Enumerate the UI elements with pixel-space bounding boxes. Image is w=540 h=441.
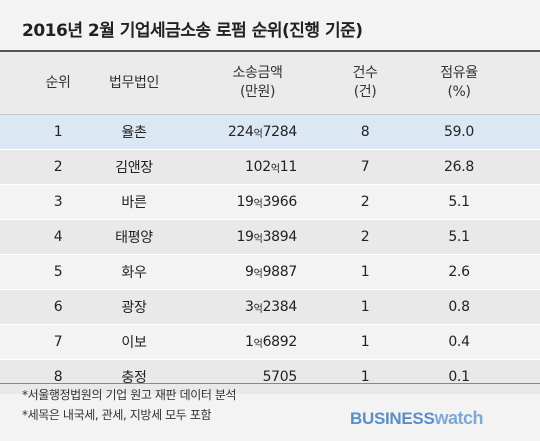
cell-count: 1 [360,264,370,280]
table-bottom-divider [0,383,540,384]
cell-share: 59.0 [444,124,474,140]
amount-man: 11 [279,159,298,175]
amount-unit: 억 [253,303,263,315]
header-count: 건수 (건) [330,52,400,114]
header-amount: 소송금액 (만원) [205,52,310,114]
page-title: 2016년 2월 기업세금소송 로펌 순위(진행 기준) [22,21,363,41]
amount-eok: 3 [245,299,254,315]
cell-firm: 김앤장 [115,160,153,176]
table-row: 5 화우 9 억 9887 1 2.6 [0,254,540,289]
table-row: 2 김앤장 102 억 11 7 26.8 [0,149,540,184]
cell-count: 1 [360,369,370,385]
cell-share: 0.8 [448,299,470,315]
cell-amount: 9 억 9887 [205,255,297,289]
header-rank: 순위 [30,52,86,114]
cell-rank: 7 [53,334,63,350]
cell-count: 2 [360,194,370,210]
cell-firm: 화우 [121,265,147,281]
cell-share: 0.1 [448,369,470,385]
header-count-label: 건수 [352,65,378,82]
cell-share: 2.6 [448,264,470,280]
header-rank-label: 순위 [45,74,71,91]
cell-amount: 5705 [205,360,298,394]
footnote-source: *서울행정법원의 기업 원고 재판 데이터 분석 [22,388,237,402]
amount-unit: 억 [253,268,263,280]
table-row: 6 광장 3 억 2384 1 0.8 [0,289,540,324]
table-row: 4 태평양 19 억 3894 2 5.1 [0,219,540,254]
header-firm-label: 법무법인 [109,74,159,91]
amount-eok: 19 [236,194,254,210]
cell-count: 1 [360,299,370,315]
header-firm: 법무법인 [90,52,178,114]
amount-unit: 억 [253,233,263,245]
cell-count: 8 [360,124,370,140]
logo-business: BUSINESS [350,409,435,428]
cell-rank: 6 [53,299,63,315]
cell-rank: 5 [53,264,63,280]
amount-eok: 1 [245,334,254,350]
amount-eok: 224 [227,124,254,140]
ranking-table: 순위 법무법인 소송금액 (만원) 건수 (건) 점유율 (%) 1 율촌 22… [0,50,540,394]
header-share-label: 점유율 [440,65,478,82]
amount-man: 6892 [262,334,298,350]
cell-rank: 8 [53,369,63,385]
amount-unit: 억 [253,198,263,210]
cell-amount: 3 억 2384 [205,290,297,324]
header-amount-unit: (만원) [239,84,276,100]
amount-unit: 억 [270,163,280,175]
table-header: 순위 법무법인 소송금액 (만원) 건수 (건) 점유율 (%) [0,50,540,114]
amount-man: 7284 [262,124,298,140]
logo-watch: watch [434,408,484,428]
cell-share: 26.8 [444,159,474,175]
amount-unit: 억 [253,338,263,350]
cell-count: 1 [360,334,370,350]
cell-firm: 충정 [121,370,147,386]
cell-rank: 4 [53,229,63,245]
businesswatch-logo: BUSINESS watch [350,408,484,429]
table-row: 3 바른 19 억 3966 2 5.1 [0,184,540,219]
amount-man: 3966 [262,194,298,210]
cell-firm: 이보 [121,335,147,351]
cell-amount: 19 억 3966 [205,185,297,219]
footnotes: *서울행정법원의 기업 원고 재판 데이터 분석 *세목은 내국세, 관세, 지… [22,385,237,425]
amount-man: 9887 [262,264,298,280]
amount-eok: 19 [236,229,254,245]
table-body: 1 율촌 224 억 7284 8 59.0 2 김앤장 102 억 11 7 26.8… [0,114,540,394]
amount-man: 3894 [262,229,298,245]
header-share: 점유율 (%) [422,52,496,114]
amount-unit: 억 [253,128,263,140]
cell-amount: 102 억 11 [205,150,297,184]
amount-eok: 9 [245,264,254,280]
cell-share: 0.4 [448,334,470,350]
cell-amount: 1 억 6892 [205,325,297,359]
header-count-unit: (건) [353,84,377,100]
table-row: 8 충정 5705 1 0.1 [0,359,540,394]
cell-amount: 224 억 7284 [205,115,297,149]
cell-firm: 태평양 [115,230,153,246]
cell-firm: 율촌 [121,125,147,141]
cell-count: 7 [360,159,370,175]
cell-amount: 19 억 3894 [205,220,297,254]
cell-rank: 2 [53,159,63,175]
cell-share: 5.1 [448,229,470,245]
cell-firm: 바른 [121,195,147,211]
footnote-scope: *세목은 내국세, 관세, 지방세 모두 포함 [22,408,212,422]
cell-count: 2 [360,229,370,245]
cell-rank: 1 [53,124,63,140]
amount-man: 2384 [262,299,298,315]
cell-rank: 3 [53,194,63,210]
header-share-unit: (%) [447,84,471,100]
cell-firm: 광장 [121,300,147,316]
table-row: 1 율촌 224 억 7284 8 59.0 [0,114,540,149]
amount-man: 5705 [262,369,298,385]
header-amount-label: 소송금액 [232,65,283,82]
cell-share: 5.1 [448,194,470,210]
table-row: 7 이보 1 억 6892 1 0.4 [0,324,540,359]
amount-eok: 102 [245,159,271,175]
